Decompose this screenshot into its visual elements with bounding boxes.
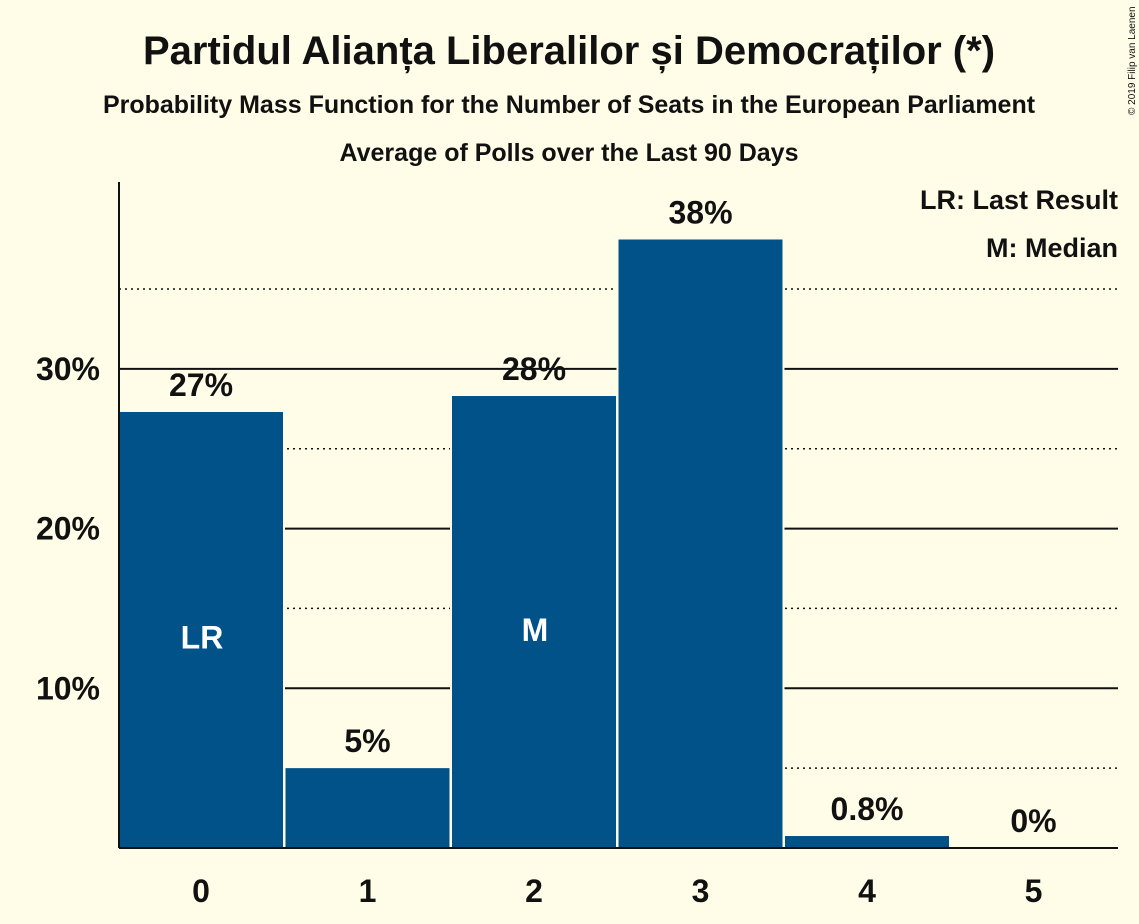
- chart-title: Partidul Alianța Liberalilor și Democraț…: [143, 29, 995, 73]
- bar-marker-label: M: [522, 612, 549, 648]
- bars: [117, 237, 951, 848]
- x-tick-label: 0: [192, 873, 210, 909]
- x-tick-label: 2: [525, 873, 543, 909]
- labels: 10% 20% 30% 27% LR 0 5% 1 28% M 2 38% 3 0.8% 4 0% 5: [36, 194, 1057, 909]
- bar: [785, 836, 949, 848]
- bar-value-label: 0%: [1010, 803, 1056, 839]
- bar: [618, 239, 783, 848]
- legend-median: M: Median: [986, 233, 1118, 263]
- bar-value-label: 0.8%: [831, 791, 904, 827]
- legend-last-result: LR: Last Result: [920, 185, 1118, 215]
- x-tick-label: 1: [359, 873, 377, 909]
- x-tick-label: 5: [1025, 873, 1043, 909]
- y-tick-label: 10%: [36, 670, 100, 706]
- bar-value-label: 28%: [502, 351, 566, 387]
- chart-subtitle-2: Average of Polls over the Last 90 Days: [340, 139, 799, 167]
- bar-marker-label: LR: [181, 620, 224, 656]
- y-tick-label: 20%: [36, 511, 100, 547]
- y-tick-label: 30%: [36, 351, 100, 387]
- axes: [118, 182, 1118, 849]
- copyright-text: © 2019 Filip van Laenen: [1127, 6, 1138, 115]
- bar-value-label: 5%: [344, 723, 390, 759]
- bar-value-label: 27%: [169, 367, 233, 403]
- bar: [119, 411, 283, 848]
- bar-value-label: 38%: [668, 194, 732, 230]
- x-tick-label: 4: [858, 873, 876, 909]
- bar: [285, 768, 450, 848]
- x-tick-label: 3: [692, 873, 710, 909]
- chart-subtitle: Probability Mass Function for the Number…: [103, 91, 1036, 119]
- bar: [452, 396, 616, 848]
